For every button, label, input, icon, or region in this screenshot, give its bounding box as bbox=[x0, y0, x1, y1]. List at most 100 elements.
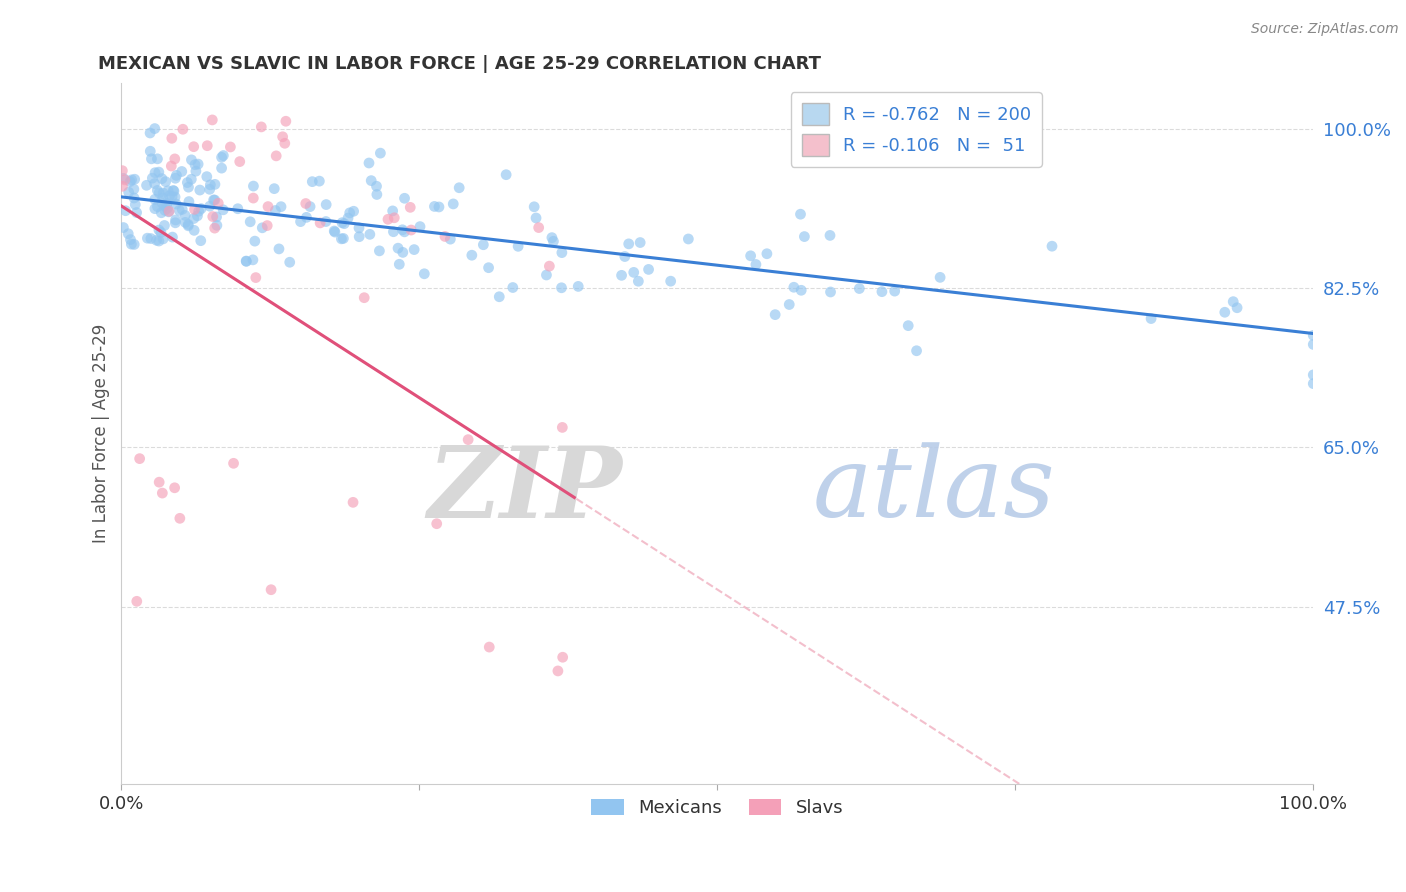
Point bbox=[488, 290, 510, 304]
Point bbox=[165, 190, 187, 204]
Point bbox=[145, 233, 167, 247]
Point bbox=[139, 126, 162, 140]
Point bbox=[523, 200, 546, 214]
Point bbox=[245, 270, 267, 285]
Point bbox=[222, 456, 245, 470]
Point bbox=[163, 152, 186, 166]
Point bbox=[143, 193, 166, 207]
Point bbox=[1213, 305, 1236, 319]
Point bbox=[183, 223, 205, 237]
Legend: Mexicans, Slavs: Mexicans, Slavs bbox=[583, 792, 851, 824]
Point bbox=[382, 225, 405, 239]
Point bbox=[156, 196, 179, 211]
Point bbox=[174, 215, 197, 229]
Text: MEXICAN VS SLAVIC IN LABOR FORCE | AGE 25-29 CORRELATION CHART: MEXICAN VS SLAVIC IN LABOR FORCE | AGE 2… bbox=[97, 55, 821, 73]
Point bbox=[205, 210, 228, 224]
Point bbox=[165, 171, 187, 186]
Point bbox=[125, 594, 148, 608]
Point bbox=[366, 187, 388, 202]
Point bbox=[165, 197, 187, 211]
Point bbox=[323, 225, 346, 239]
Point bbox=[1302, 368, 1324, 382]
Point bbox=[226, 202, 249, 216]
Point bbox=[613, 250, 636, 264]
Point bbox=[136, 231, 159, 245]
Point bbox=[148, 475, 170, 490]
Point bbox=[157, 204, 180, 219]
Point bbox=[157, 184, 180, 198]
Point bbox=[212, 148, 235, 162]
Point bbox=[271, 129, 294, 144]
Point bbox=[1302, 337, 1324, 351]
Point bbox=[172, 202, 194, 217]
Point bbox=[165, 213, 187, 227]
Point bbox=[394, 191, 416, 205]
Point bbox=[198, 182, 221, 196]
Point bbox=[219, 140, 242, 154]
Point bbox=[190, 202, 212, 216]
Point bbox=[1302, 328, 1324, 343]
Point bbox=[347, 220, 370, 235]
Point bbox=[201, 210, 224, 224]
Point bbox=[333, 217, 356, 231]
Point bbox=[1302, 376, 1324, 391]
Point bbox=[818, 228, 841, 243]
Point bbox=[148, 223, 170, 237]
Point bbox=[162, 184, 184, 198]
Point bbox=[242, 191, 264, 205]
Point bbox=[148, 165, 170, 179]
Point bbox=[783, 280, 806, 294]
Point bbox=[160, 131, 183, 145]
Point bbox=[301, 175, 323, 189]
Point bbox=[337, 211, 360, 225]
Point bbox=[270, 200, 292, 214]
Point bbox=[778, 297, 800, 311]
Point bbox=[242, 252, 264, 267]
Point bbox=[790, 283, 813, 297]
Point bbox=[315, 214, 337, 228]
Point bbox=[617, 236, 640, 251]
Point bbox=[122, 182, 145, 196]
Point bbox=[897, 318, 920, 333]
Point bbox=[457, 433, 479, 447]
Point bbox=[547, 664, 569, 678]
Point bbox=[162, 230, 184, 244]
Point bbox=[257, 200, 280, 214]
Point bbox=[461, 248, 484, 262]
Point bbox=[290, 214, 312, 228]
Point bbox=[201, 112, 224, 127]
Point bbox=[404, 243, 426, 257]
Point bbox=[274, 114, 297, 128]
Point bbox=[382, 211, 405, 225]
Point bbox=[148, 186, 170, 200]
Point bbox=[188, 183, 211, 197]
Point bbox=[146, 200, 169, 214]
Point bbox=[495, 168, 517, 182]
Point bbox=[149, 226, 172, 240]
Point bbox=[135, 178, 157, 193]
Point bbox=[211, 150, 233, 164]
Point bbox=[929, 270, 952, 285]
Point bbox=[163, 481, 186, 495]
Point bbox=[820, 285, 842, 299]
Point bbox=[183, 211, 205, 226]
Point bbox=[366, 179, 388, 194]
Point bbox=[623, 265, 645, 279]
Point bbox=[628, 235, 651, 250]
Point bbox=[392, 245, 415, 260]
Point bbox=[122, 191, 145, 205]
Point bbox=[550, 281, 572, 295]
Point bbox=[477, 260, 499, 275]
Point bbox=[295, 211, 318, 225]
Point bbox=[114, 203, 136, 218]
Point bbox=[264, 149, 287, 163]
Point bbox=[187, 204, 209, 219]
Point bbox=[124, 197, 146, 211]
Point bbox=[551, 245, 574, 260]
Point bbox=[143, 177, 166, 191]
Point bbox=[567, 279, 589, 293]
Text: ZIP: ZIP bbox=[427, 442, 621, 538]
Point bbox=[177, 218, 200, 232]
Point bbox=[183, 202, 205, 217]
Point bbox=[121, 173, 143, 187]
